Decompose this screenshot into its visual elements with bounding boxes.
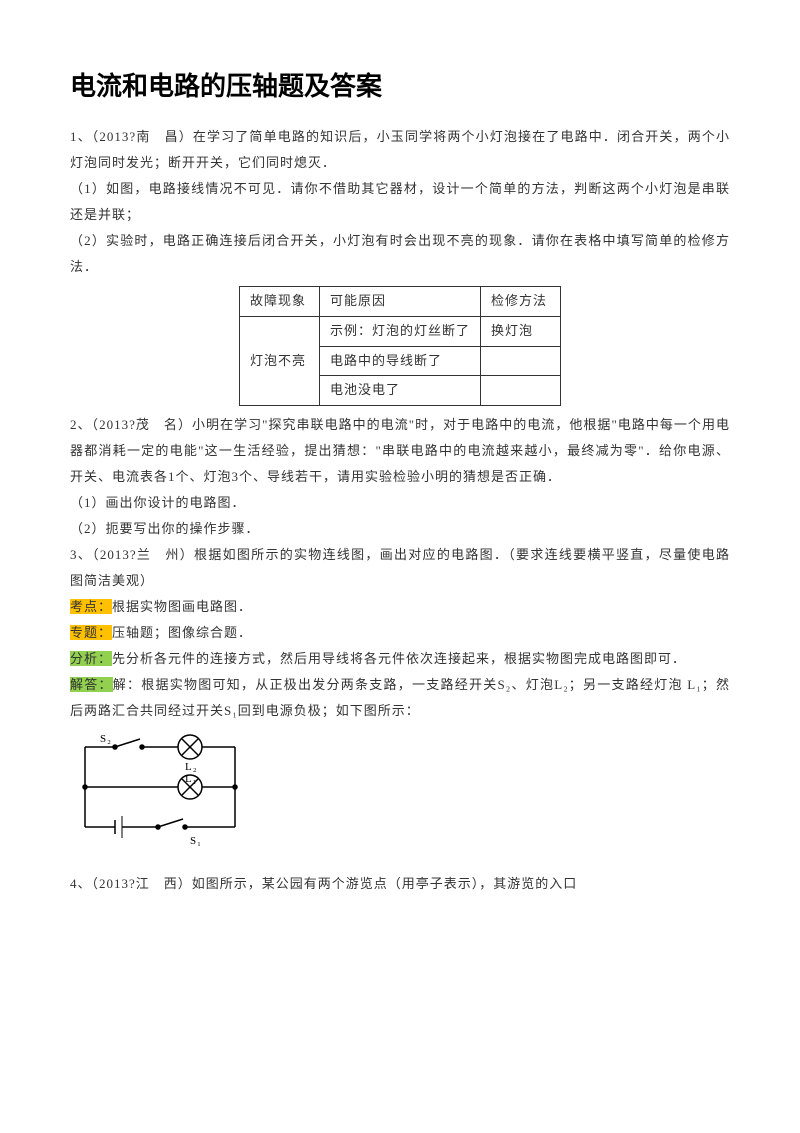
circuit-svg: S₂ L₂ L₁ S₁ bbox=[70, 732, 250, 852]
td-cause-3: 电池没电了 bbox=[319, 376, 480, 406]
q4-head: 4、（2013?江 西）如图所示，某公园有两个游览点（用亭子表示），其游览的入口 bbox=[70, 871, 730, 897]
text-kaodian: 根据实物图画电路图． bbox=[112, 599, 252, 614]
label-fenxi: 分析： bbox=[70, 651, 112, 666]
q2-p1: （1）画出你设计的电路图． bbox=[70, 490, 730, 516]
q3-head: 3、（2013?兰 州）根据如图所示的实物连线图，画出对应的电路图．（要求连线要… bbox=[70, 542, 730, 594]
q3-zhuanti: 专题：压轴题；图像综合题． bbox=[70, 620, 730, 646]
label-zhuanti: 专题： bbox=[70, 625, 112, 640]
q1-p1: （1）如图，电路接线情况不可见．请你不借助其它器材，设计一个简单的方法，判断这两… bbox=[70, 176, 730, 228]
label-s2: S₂ bbox=[100, 733, 112, 745]
text-fenxi: 先分析各元件的连接方式，然后用导线将各元件依次连接起来，根据实物图完成电路图即可… bbox=[112, 651, 686, 666]
td-fix-3 bbox=[481, 376, 561, 406]
label-s1: S₁ bbox=[190, 835, 202, 847]
q2-head: 2、（2013?茂 名）小明在学习"探究串联电路中的电流"时，对于电路中的电流，… bbox=[70, 412, 730, 490]
td-fix-2 bbox=[481, 346, 561, 376]
q1-p2: （2）实验时，电路正确连接后闭合开关，小灯泡有时会出现不亮的现象．请你在表格中填… bbox=[70, 228, 730, 280]
label-jieda: 解答： bbox=[70, 677, 113, 692]
th-fix: 检修方法 bbox=[481, 287, 561, 317]
q3-jieda: 解答：解：根据实物图可知，从正极出发分两条支路，一支路经开关S₂、灯泡L₂；另一… bbox=[70, 672, 730, 724]
td-cause-1: 示例：灯泡的灯丝断了 bbox=[319, 316, 480, 346]
label-kaodian: 考点： bbox=[70, 599, 112, 614]
td-fix-1: 换灯泡 bbox=[481, 316, 561, 346]
q1-head: 1、（2013?南 昌）在学习了简单电路的知识后，小玉同学将两个小灯泡接在了电路… bbox=[70, 124, 730, 176]
label-l2: L₂ bbox=[185, 761, 198, 773]
q1-table: 故障现象 可能原因 检修方法 灯泡不亮 示例：灯泡的灯丝断了 换灯泡 电路中的导… bbox=[239, 286, 561, 406]
th-phenomenon: 故障现象 bbox=[239, 287, 319, 317]
td-phenomenon: 灯泡不亮 bbox=[239, 316, 319, 405]
page-title: 电流和电路的压轴题及答案 bbox=[70, 60, 730, 112]
td-cause-2: 电路中的导线断了 bbox=[319, 346, 480, 376]
q3-fenxi: 分析：先分析各元件的连接方式，然后用导线将各元件依次连接起来，根据实物图完成电路… bbox=[70, 646, 730, 672]
th-cause: 可能原因 bbox=[319, 287, 480, 317]
text-jieda: 解：根据实物图可知，从正极出发分两条支路，一支路经开关S₂、灯泡L₂；另一支路经… bbox=[70, 677, 730, 718]
text-zhuanti: 压轴题；图像综合题． bbox=[112, 625, 252, 640]
label-l1: L₁ bbox=[185, 773, 198, 785]
circuit-diagram: S₂ L₂ L₁ S₁ bbox=[70, 732, 730, 861]
q2-p2: （2）扼要写出你的操作步骤． bbox=[70, 516, 730, 542]
q3-kaodian: 考点：根据实物图画电路图． bbox=[70, 594, 730, 620]
